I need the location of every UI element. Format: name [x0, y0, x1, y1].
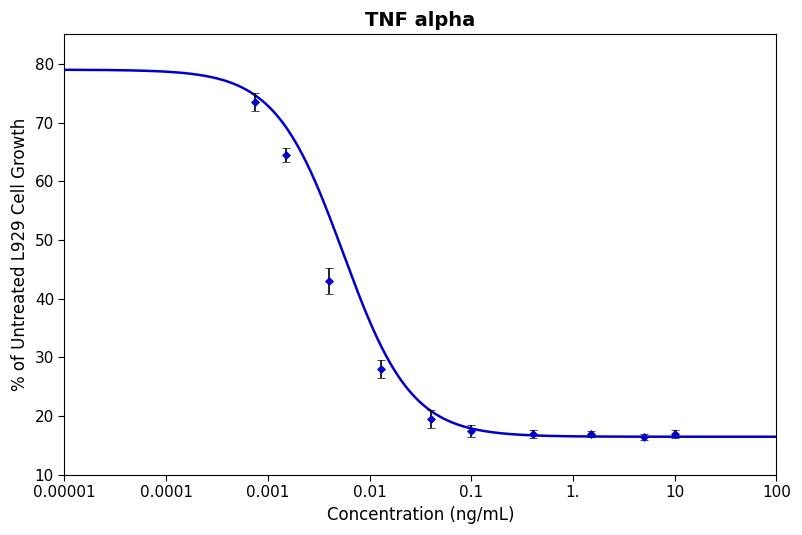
X-axis label: Concentration (ng/mL): Concentration (ng/mL)	[326, 506, 514, 524]
Title: TNF alpha: TNF alpha	[366, 11, 476, 30]
Y-axis label: % of Untreated L929 Cell Growth: % of Untreated L929 Cell Growth	[11, 118, 29, 391]
